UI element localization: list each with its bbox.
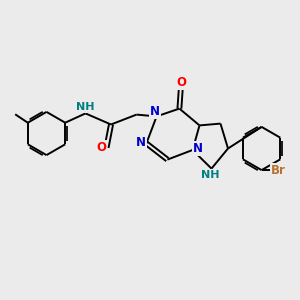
- Text: N: N: [150, 105, 160, 118]
- Text: Br: Br: [271, 164, 286, 177]
- Text: NH: NH: [201, 170, 219, 180]
- Text: N: N: [136, 136, 146, 149]
- Text: NH: NH: [76, 102, 95, 112]
- Text: N: N: [193, 142, 203, 155]
- Text: O: O: [96, 141, 106, 154]
- Text: O: O: [176, 76, 186, 89]
